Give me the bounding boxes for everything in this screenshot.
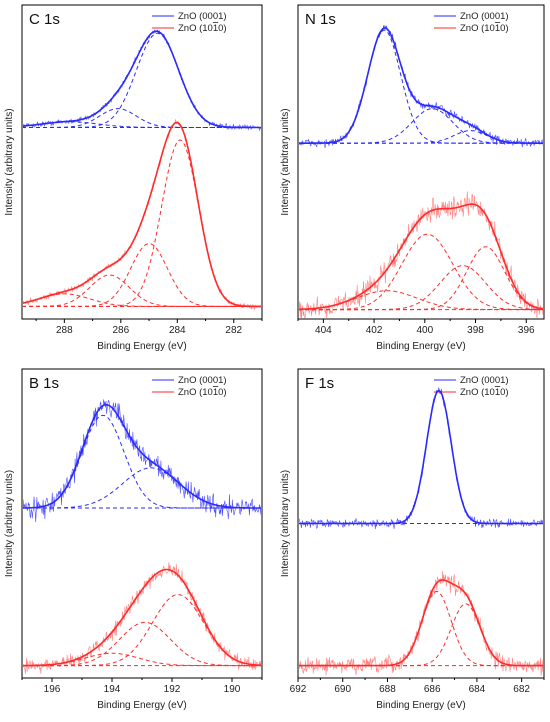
fit-envelope <box>299 579 543 667</box>
fit-envelope <box>23 568 261 667</box>
component-peak <box>299 246 543 311</box>
panel-n1s: N 1s ZnO (0001)ZnO (1010) 404 402 400 398 396 B… <box>280 4 545 352</box>
raw-spectrum <box>23 29 261 132</box>
component-peak <box>23 652 261 667</box>
x-tick-label: 194 <box>104 684 121 695</box>
x-tick-label: 398 <box>467 325 484 336</box>
x-axis-label: Binding Energy (eV) <box>376 700 466 711</box>
component-peak <box>23 621 261 667</box>
component-peak <box>23 594 261 667</box>
x-axis-label: Binding Energy (eV) <box>97 700 187 711</box>
legend-label-1010: ZnO (1010) <box>178 387 227 398</box>
legend-label-0001: ZnO (0001) <box>460 375 509 386</box>
fit-envelope <box>23 30 261 129</box>
raw-spectrum <box>23 119 261 311</box>
component-peak <box>23 108 261 128</box>
x-tick-label: 396 <box>518 325 535 336</box>
panel-title: C 1s <box>29 11 60 28</box>
x-tick-label: 404 <box>315 325 332 336</box>
x-tick-label: 684 <box>469 684 486 695</box>
legend-label-0001: ZnO (0001) <box>178 375 227 386</box>
x-axis-label: Binding Energy (eV) <box>376 341 466 352</box>
raw-spectrum <box>23 399 261 523</box>
x-tick-label: 682 <box>513 684 530 695</box>
component-peak <box>299 108 543 144</box>
series-zno-1010 <box>23 562 261 674</box>
raw-spectrum <box>299 191 543 318</box>
raw-spectrum <box>23 562 261 674</box>
legend-label-1010: ZnO (1010) <box>178 23 227 34</box>
fit-envelope <box>299 27 543 144</box>
component-peak <box>299 591 543 667</box>
plot-area <box>299 386 543 676</box>
y-axis-label: Intensity (arbitrary units) <box>4 470 15 577</box>
panel-title: F 1s <box>305 375 334 392</box>
y-axis-label: Intensity (arbitrary units) <box>280 470 291 577</box>
component-peak <box>23 139 261 307</box>
panel-c1s: C 1s ZnO (0001)ZnO (1010) 288 286 284 282 Bind… <box>4 4 263 352</box>
plot-area <box>23 399 261 674</box>
series-zno-1010 <box>299 570 543 676</box>
series-zno-0001 <box>299 386 543 530</box>
plot-area <box>299 25 543 318</box>
x-tick-label: 400 <box>416 325 433 336</box>
x-tick-label: 192 <box>164 684 181 695</box>
component-peak <box>23 243 261 307</box>
y-axis-label: Intensity (arbitrary units) <box>4 108 15 215</box>
series-zno-1010 <box>23 119 261 311</box>
series-zno-0001 <box>23 399 261 523</box>
plot-frame <box>297 368 545 679</box>
panel-title: N 1s <box>305 11 336 28</box>
x-tick-label: 692 <box>290 684 307 695</box>
x-tick-label: 686 <box>424 684 441 695</box>
component-peak <box>299 265 543 311</box>
x-tick-label: 190 <box>224 684 241 695</box>
series-zno-0001 <box>23 29 261 132</box>
panel-b1s: B 1s ZnO (0001)ZnO (1010) 196 194 192 190 Bind… <box>4 368 263 711</box>
x-tick-label: 282 <box>225 325 242 336</box>
y-axis-label: Intensity (arbitrary units) <box>280 108 291 215</box>
raw-spectrum <box>299 25 543 148</box>
x-tick-label: 690 <box>334 684 351 695</box>
plot-area <box>23 29 261 311</box>
series-zno-1010 <box>299 191 543 318</box>
legend-label-1010: ZnO (1010) <box>460 387 509 398</box>
x-axis-label: Binding Energy (eV) <box>97 341 187 352</box>
component-peak <box>299 390 543 524</box>
x-tick-label: 284 <box>169 325 186 336</box>
panel-f1s: F 1s ZnO (0001)ZnO (1010) 692 690 688 686 684 6… <box>280 368 545 711</box>
fit-envelope <box>23 403 261 509</box>
legend-label-0001: ZnO (0001) <box>178 11 227 22</box>
plot-frame <box>21 368 263 679</box>
legend-label-0001: ZnO (0001) <box>460 11 509 22</box>
legend-label-1010: ZnO (1010) <box>460 23 509 34</box>
x-tick-label: 286 <box>112 325 129 336</box>
x-tick-label: 402 <box>366 325 383 336</box>
component-peak <box>299 29 543 144</box>
fit-envelope <box>299 389 543 525</box>
panel-title: B 1s <box>29 375 59 392</box>
component-peak <box>299 603 543 667</box>
x-tick-label: 688 <box>379 684 396 695</box>
x-tick-label: 196 <box>44 684 61 695</box>
fit-envelope <box>299 203 543 311</box>
component-peak <box>23 467 261 509</box>
component-peak <box>23 414 261 509</box>
series-zno-0001 <box>299 25 543 148</box>
component-peak <box>23 274 261 307</box>
component-peak <box>299 233 543 311</box>
plot-frame <box>21 4 263 320</box>
x-tick-label: 288 <box>56 325 73 336</box>
fit-envelope <box>23 121 261 308</box>
plot-frame <box>297 4 545 320</box>
raw-spectrum <box>299 386 543 530</box>
